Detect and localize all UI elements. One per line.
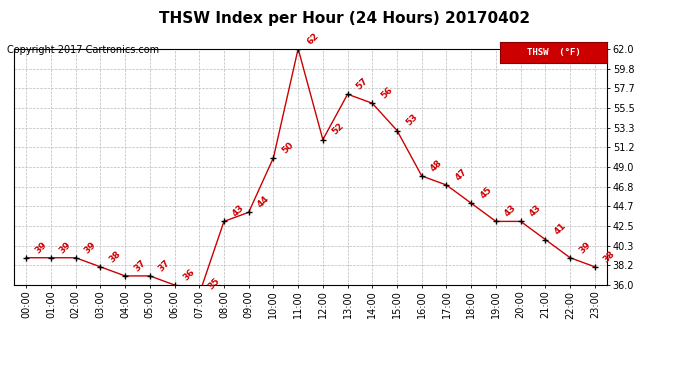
Text: 35: 35	[206, 276, 221, 291]
Text: 39: 39	[33, 240, 48, 255]
Text: 43: 43	[503, 203, 518, 219]
Text: THSW Index per Hour (24 Hours) 20170402: THSW Index per Hour (24 Hours) 20170402	[159, 11, 531, 26]
Text: 52: 52	[330, 122, 345, 137]
Text: 62: 62	[305, 31, 320, 46]
Text: 56: 56	[380, 85, 395, 100]
Text: 57: 57	[355, 76, 370, 92]
Text: 50: 50	[280, 140, 295, 155]
Text: 43: 43	[528, 203, 543, 219]
Text: 39: 39	[58, 240, 73, 255]
Text: 43: 43	[231, 203, 246, 219]
Text: 39: 39	[577, 240, 592, 255]
Text: 36: 36	[181, 267, 197, 282]
Text: 38: 38	[602, 249, 617, 264]
Text: 53: 53	[404, 112, 420, 128]
Text: 44: 44	[255, 194, 271, 210]
Text: 45: 45	[478, 185, 493, 201]
Text: 41: 41	[552, 222, 568, 237]
Text: 48: 48	[428, 158, 444, 173]
Text: 38: 38	[107, 249, 123, 264]
Text: 47: 47	[453, 167, 469, 182]
Text: 39: 39	[83, 240, 98, 255]
Text: 37: 37	[132, 258, 147, 273]
Text: 37: 37	[157, 258, 172, 273]
Text: Copyright 2017 Cartronics.com: Copyright 2017 Cartronics.com	[7, 45, 159, 55]
